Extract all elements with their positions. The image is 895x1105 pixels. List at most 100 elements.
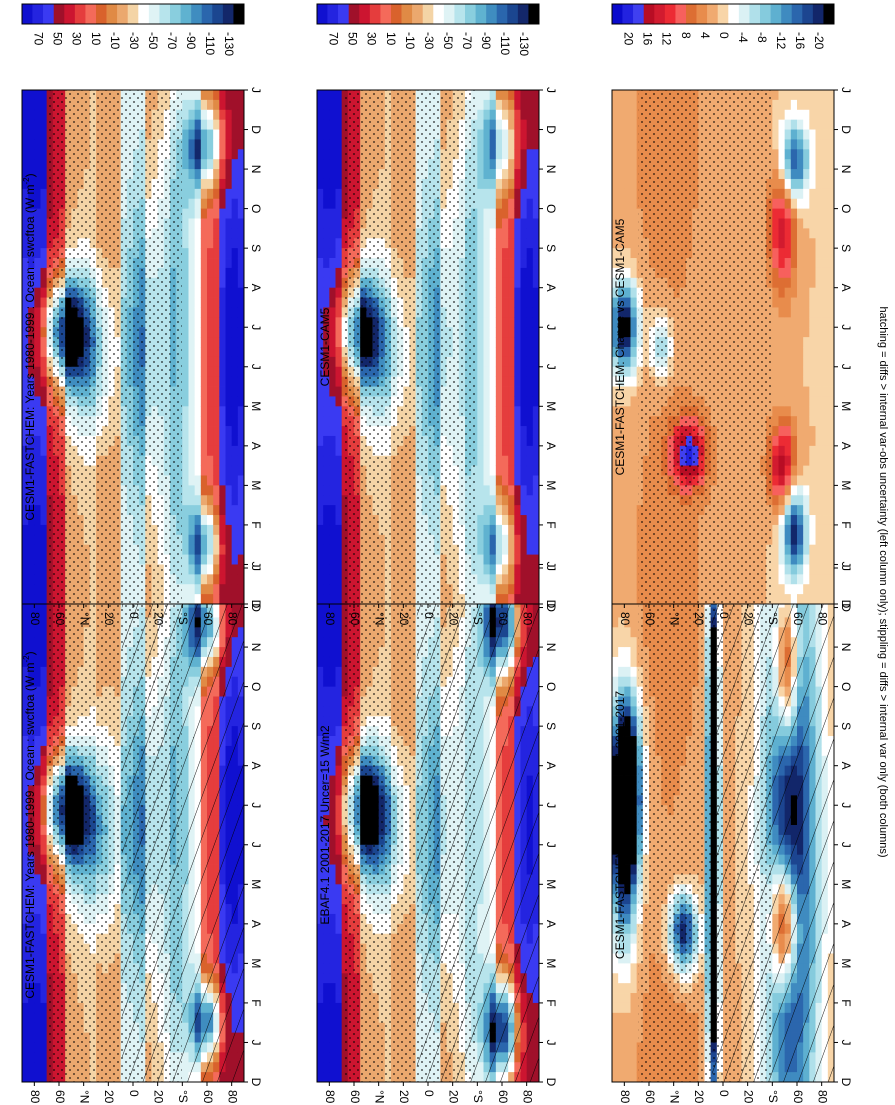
heatmap-cell bbox=[40, 554, 48, 565]
month-tick-label: J bbox=[249, 1039, 263, 1045]
lat-tick-label: 60 bbox=[53, 612, 67, 626]
heatmap-cell bbox=[28, 475, 35, 486]
heatmap-cell bbox=[225, 99, 233, 111]
heatmap-cell bbox=[335, 666, 343, 678]
heatmap-cell bbox=[34, 765, 41, 776]
heatmap-cell bbox=[34, 983, 41, 994]
panel-title-close: ) bbox=[23, 173, 37, 177]
heatmap-cell bbox=[194, 169, 202, 180]
heatmap-cell bbox=[237, 178, 245, 190]
heatmap-cell bbox=[323, 894, 330, 905]
heatmap-cell bbox=[317, 953, 324, 964]
heatmap-cell bbox=[329, 785, 336, 796]
heatmap-cell bbox=[225, 188, 233, 200]
heatmap-cell bbox=[335, 1002, 343, 1014]
heatmap-cell bbox=[194, 307, 202, 318]
heatmap-cell bbox=[317, 1012, 324, 1024]
heatmap-cell bbox=[34, 99, 41, 111]
heatmap-cell bbox=[335, 637, 343, 648]
heatmap-cell bbox=[188, 198, 196, 210]
heatmap-cell bbox=[28, 607, 35, 618]
heatmap-cell bbox=[225, 574, 233, 585]
colorbar-swatch bbox=[127, 4, 139, 24]
heatmap-cell bbox=[231, 238, 239, 249]
heatmap-cell bbox=[200, 198, 208, 210]
heatmap-cell bbox=[194, 90, 202, 101]
heatmap-cell bbox=[317, 933, 324, 945]
heatmap-cell bbox=[28, 386, 35, 397]
lat-tick-label: 60 bbox=[53, 1090, 67, 1104]
panel-title-main: CESM1-FASTCHEM: Years 1980-1999 : Ocean … bbox=[23, 184, 37, 520]
heatmap-cell bbox=[219, 594, 226, 605]
heatmap-cell bbox=[219, 169, 226, 180]
heatmap-cell bbox=[28, 435, 35, 447]
heatmap-cell bbox=[323, 775, 330, 786]
heatmap-cell bbox=[188, 109, 196, 121]
heatmap-cell bbox=[225, 386, 233, 397]
heatmap-cell bbox=[182, 149, 189, 160]
heatmap-cell bbox=[323, 834, 330, 846]
heatmap-cell bbox=[237, 267, 245, 279]
heatmap-cell bbox=[22, 953, 29, 964]
heatmap-cell bbox=[213, 159, 220, 170]
heatmap-cell bbox=[40, 815, 48, 826]
heatmap-cell bbox=[323, 1072, 330, 1083]
heatmap-cell bbox=[34, 406, 41, 417]
heatmap-cell bbox=[317, 785, 324, 796]
heatmap-cell bbox=[323, 716, 330, 727]
heatmap-cell bbox=[323, 706, 330, 717]
heatmap-cell bbox=[207, 297, 214, 308]
heatmap-cell bbox=[22, 475, 29, 486]
heatmap-cell bbox=[28, 317, 35, 328]
heatmap-cell bbox=[237, 327, 245, 338]
heatmap-cell bbox=[213, 119, 220, 130]
heatmap-cell bbox=[225, 258, 233, 269]
heatmap-cell bbox=[22, 933, 29, 945]
heatmap-cell bbox=[237, 149, 245, 160]
heatmap-cell bbox=[188, 347, 196, 358]
heatmap-cell bbox=[194, 406, 202, 417]
heatmap-cell bbox=[40, 584, 48, 595]
heatmap-cell bbox=[22, 627, 29, 638]
heatmap-cell bbox=[231, 139, 239, 150]
heatmap-cell bbox=[219, 297, 226, 308]
heatmap-cell bbox=[323, 844, 330, 856]
heatmap-cell bbox=[213, 248, 220, 259]
heatmap-cell bbox=[323, 676, 330, 688]
heatmap-cell bbox=[22, 666, 29, 678]
heatmap-cell bbox=[200, 267, 208, 279]
heatmap-cell bbox=[28, 258, 35, 269]
heatmap-cell bbox=[182, 188, 189, 200]
heatmap-cell bbox=[225, 248, 233, 259]
panel-title-close: ) bbox=[23, 651, 37, 655]
heatmap-cell bbox=[40, 913, 48, 925]
heatmap-cell bbox=[40, 656, 48, 668]
heatmap-cell bbox=[194, 356, 202, 368]
heatmap-cell bbox=[335, 706, 343, 717]
heatmap-cell bbox=[329, 617, 336, 628]
month-tick-label: A bbox=[249, 920, 263, 928]
heatmap-cell bbox=[317, 627, 324, 638]
heatmap-cell bbox=[200, 139, 208, 150]
heatmap-cell bbox=[200, 149, 208, 160]
heatmap-cell bbox=[28, 90, 35, 101]
heatmap-cell bbox=[28, 416, 35, 427]
heatmap-cell bbox=[335, 1052, 343, 1063]
heatmap-cell bbox=[34, 755, 41, 767]
heatmap-cell bbox=[225, 208, 233, 219]
heatmap-cell bbox=[34, 188, 41, 200]
heatmap-cell bbox=[34, 505, 41, 516]
heatmap-cell bbox=[231, 475, 239, 486]
colorbar-swatch bbox=[222, 4, 234, 24]
heatmap-cell bbox=[34, 923, 41, 935]
month-tick-label: A bbox=[249, 284, 263, 292]
heatmap-cell bbox=[213, 485, 220, 496]
heatmap-cell bbox=[323, 943, 330, 954]
heatmap-cell bbox=[323, 795, 330, 806]
heatmap-cell bbox=[40, 198, 48, 210]
hatching-overlay bbox=[121, 568, 244, 1082]
heatmap-cell bbox=[231, 594, 239, 605]
heatmap-cell bbox=[329, 854, 336, 865]
heatmap-cell bbox=[22, 775, 29, 786]
heatmap-cell bbox=[40, 993, 48, 1004]
